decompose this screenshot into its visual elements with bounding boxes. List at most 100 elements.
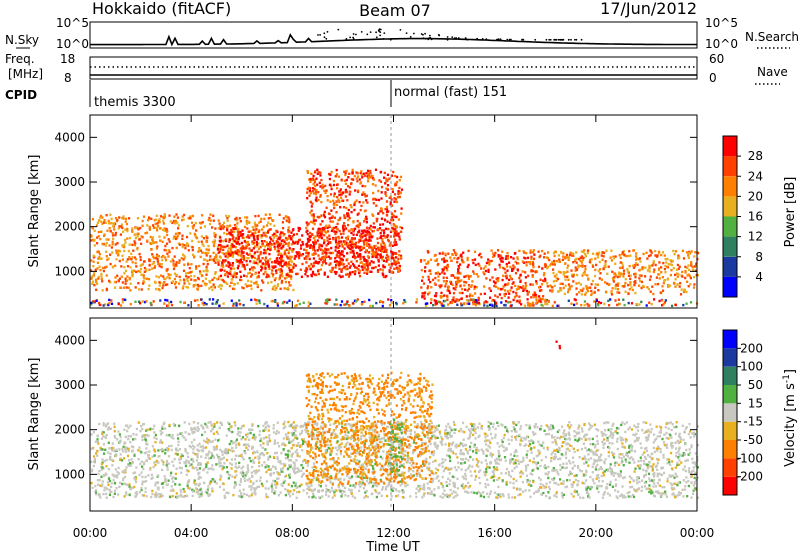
heatmap-cell [243, 247, 246, 250]
heatmap-cell [471, 258, 474, 262]
heatmap-cell [255, 302, 258, 305]
heatmap-cell [372, 266, 375, 270]
heatmap-cell [117, 279, 120, 283]
heatmap-cell [364, 217, 367, 221]
heatmap-cell [265, 493, 268, 496]
heatmap-cell [339, 259, 342, 262]
heatmap-cell [423, 459, 427, 462]
heatmap-cell [606, 483, 609, 486]
heatmap-cell [641, 267, 644, 271]
heatmap-cell [108, 244, 111, 247]
heatmap-cell [361, 303, 364, 306]
heatmap-cell [242, 263, 245, 267]
heatmap-cell [346, 244, 349, 248]
heatmap-cell [338, 242, 341, 245]
heatmap-cell [243, 267, 247, 271]
heatmap-cell [517, 493, 520, 497]
cpid-label: CPID [5, 88, 37, 102]
heatmap-cell [154, 222, 157, 226]
heatmap-cell [350, 238, 353, 241]
heatmap-cell [107, 483, 110, 486]
heatmap-cell [250, 485, 253, 488]
date-title: 17/Jun/2012 [600, 0, 697, 18]
heatmap-cell [633, 265, 637, 268]
heatmap-cell [153, 241, 156, 244]
heatmap-cell [341, 245, 344, 248]
heatmap-cell [623, 303, 626, 307]
heatmap-cell [95, 280, 98, 283]
heatmap-cell [356, 251, 359, 255]
heatmap-cell [364, 267, 367, 271]
heatmap-cell [656, 435, 659, 438]
heatmap-cell [329, 241, 332, 244]
heatmap-cell [98, 303, 101, 307]
heatmap-cell [314, 235, 317, 238]
heatmap-cell [350, 205, 353, 209]
heatmap-cell [560, 250, 563, 254]
heatmap-cell [164, 298, 167, 302]
heatmap-cell [492, 252, 495, 255]
heatmap-cell [521, 260, 524, 263]
heatmap-cell [359, 208, 362, 212]
heatmap-cell [444, 299, 447, 303]
heatmap-cell [376, 256, 379, 259]
heatmap-cell [546, 303, 549, 306]
heatmap-cell [634, 272, 637, 275]
heatmap-cell [532, 296, 535, 299]
heatmap-cell [340, 243, 343, 246]
heatmap-cell [284, 280, 287, 284]
heatmap-cell [529, 283, 532, 286]
heatmap-cell [677, 273, 680, 276]
heatmap-cell [532, 293, 535, 297]
heatmap-cell [514, 436, 517, 439]
heatmap-cell [631, 485, 634, 489]
heatmap-cell [594, 453, 597, 456]
heatmap-cell [484, 300, 487, 303]
heatmap-cell [292, 266, 295, 269]
heatmap-cell [466, 450, 469, 453]
heatmap-cell [90, 269, 93, 272]
heatmap-cell [597, 300, 600, 304]
heatmap-cell [400, 230, 403, 233]
heatmap-cell [379, 255, 382, 258]
nsearch-point [457, 37, 460, 39]
heatmap-cell [246, 216, 249, 219]
heatmap-cell [171, 258, 174, 261]
heatmap-cell [519, 475, 522, 478]
heatmap-cell [196, 299, 199, 302]
heatmap-cell [118, 485, 121, 488]
heatmap-cell [477, 262, 480, 266]
heatmap-cell [351, 448, 354, 451]
heatmap-cell [101, 242, 104, 246]
heatmap-cell [641, 266, 644, 269]
heatmap-cell [506, 301, 509, 304]
heatmap-cell [197, 240, 200, 243]
heatmap-cell [312, 241, 315, 244]
heatmap-cell [252, 487, 255, 490]
heatmap-cell [632, 264, 635, 267]
heatmap-cell [602, 267, 605, 271]
heatmap-cell [154, 264, 157, 268]
heatmap-cell [337, 219, 340, 222]
heatmap-cell [572, 275, 575, 278]
heatmap-cell [371, 230, 374, 233]
heatmap-cell [578, 436, 581, 440]
heatmap-cell [544, 265, 547, 268]
heatmap-cell [392, 262, 396, 265]
heatmap-cell [656, 449, 659, 452]
heatmap-cell [249, 249, 252, 253]
heatmap-cell [311, 272, 314, 275]
heatmap-cell [688, 467, 691, 470]
heatmap-cell [581, 274, 584, 277]
heatmap-cell [554, 439, 557, 442]
heatmap-cell [470, 284, 473, 287]
heatmap-cell [299, 268, 302, 271]
heatmap-cell [107, 257, 110, 260]
heatmap-cell [442, 280, 446, 283]
heatmap-cell [525, 443, 528, 446]
heatmap-cell [199, 445, 202, 448]
heatmap-cell [203, 302, 206, 305]
heatmap-cell [684, 459, 687, 463]
heatmap-cell [250, 249, 253, 252]
heatmap-cell [368, 263, 371, 266]
